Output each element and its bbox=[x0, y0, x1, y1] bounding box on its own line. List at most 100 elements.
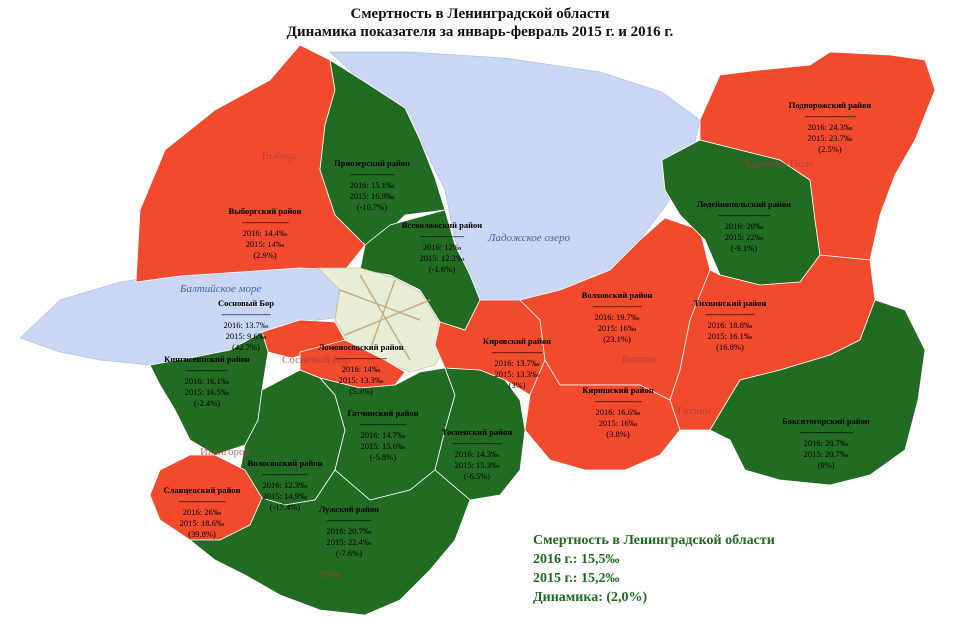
value-change: (-2.4%) bbox=[193, 398, 221, 408]
district-name: Кингисеппский район bbox=[164, 354, 250, 364]
summary-title: Смертность в Ленинградской области bbox=[533, 533, 775, 548]
divider: -------------------- bbox=[178, 496, 226, 506]
summary-2015: 2015 г.: 15,2‰ bbox=[533, 571, 620, 586]
label-slantsevsky: Сланцевский район -------------------- 2… bbox=[163, 485, 240, 540]
district-name: Волховский район bbox=[581, 290, 653, 300]
label-kirishsky: Киришский район -------------------- 201… bbox=[582, 385, 653, 440]
value-change: (16.8%) bbox=[716, 342, 744, 352]
value-2016: 2016: 12‰ bbox=[422, 242, 462, 252]
divider: ------------------- bbox=[349, 169, 395, 179]
value-2016: 2016: 24.3‰ bbox=[807, 122, 853, 132]
value-2016: 2016: 20‰ bbox=[724, 221, 764, 231]
district-name: Ломоносовский район bbox=[318, 342, 404, 352]
value-change: (-7.6%) bbox=[335, 548, 363, 558]
value-2015: 2015: 23.7‰ bbox=[807, 133, 853, 143]
city-sosnovy-bor: Сосновый Бор bbox=[282, 354, 350, 366]
region-podporozhsky bbox=[699, 51, 936, 261]
value-2016: 2016: 16.1‰ bbox=[184, 376, 230, 386]
label-gatchinsky: Гатчинский район -------------------- 20… bbox=[347, 408, 418, 463]
value-2015: 2015: 16.5‰ bbox=[184, 387, 230, 397]
value-change: (-17.4%) bbox=[269, 502, 301, 512]
value-2015: 2015: 15.3‰ bbox=[454, 460, 500, 470]
value-2016: 2016: 14.4‰ bbox=[242, 228, 288, 238]
value-2016: 2016: 20.7‰ bbox=[326, 526, 372, 536]
value-change: (5.3%) bbox=[349, 386, 373, 396]
map-subtitle: Динамика показателя за январь-февраль 20… bbox=[286, 24, 674, 40]
district-name: Подпорожский район bbox=[788, 100, 872, 110]
value-2016: 2016: 14‰ bbox=[341, 364, 381, 374]
value-change: (3%) bbox=[508, 380, 526, 390]
summary-box: Смертность в Ленинградской области 2016 … bbox=[533, 531, 775, 607]
label-lodeynopolsky: Лодейнопольский район ------------------… bbox=[697, 199, 791, 254]
label-lomonosovsky: Ломоносовский район --------------------… bbox=[318, 342, 403, 397]
region-priozersky bbox=[319, 59, 446, 246]
value-2016: 2016: 20.7‰ bbox=[803, 438, 849, 448]
district-name: Бокситогорский район bbox=[782, 416, 870, 426]
label-volosovsky: Волосовский район -------------------- 2… bbox=[248, 458, 323, 513]
city-lodeynoe-pole: Лодейное Поле bbox=[742, 158, 814, 170]
value-2016: 2016: 13.7‰ bbox=[494, 358, 540, 368]
label-vyborgsky: Выборгский район -------------------- 20… bbox=[229, 206, 302, 261]
value-2015: 2015: 13.3‰ bbox=[338, 375, 384, 385]
value-2016: 2016: 13.7‰ bbox=[223, 320, 269, 330]
divider: -------------------- bbox=[359, 419, 407, 429]
city-tikhvin: Тихвин bbox=[676, 405, 711, 417]
value-change: (39.8%) bbox=[188, 529, 216, 539]
value-2015: 2015: 9.6‰ bbox=[225, 331, 267, 341]
value-2015: 2015: 20.7‰ bbox=[803, 449, 849, 459]
district-name: Гатчинский район bbox=[347, 408, 419, 418]
label-ladoga-lake: Ладожское озеро bbox=[488, 232, 570, 244]
city-volkhov: Волхов bbox=[622, 353, 656, 365]
divider: ---------------------- bbox=[804, 111, 856, 121]
value-change: (23.1%) bbox=[603, 334, 631, 344]
label-tosnensky: Тосненский район --------------------- 2… bbox=[442, 427, 513, 482]
divider: --------------------- bbox=[221, 309, 271, 319]
value-2015: 2015: 16‰ bbox=[597, 323, 637, 333]
district-name: Тосненский район bbox=[441, 427, 513, 437]
label-kirovsky: Кировский район ---------------------- 2… bbox=[483, 336, 551, 391]
divider: --------------------- bbox=[705, 309, 755, 319]
divider: -------------------- bbox=[594, 396, 642, 406]
divider: ----------------------- bbox=[799, 427, 853, 437]
district-name: Лодейнопольский район bbox=[696, 199, 792, 209]
district-name: Сосновый Бор bbox=[218, 298, 274, 308]
label-priozersky: Приозерский район ------------------- 20… bbox=[334, 158, 410, 213]
divider: ------------------- bbox=[419, 231, 465, 241]
value-2015: 2015: 14.9‰ bbox=[262, 491, 308, 501]
value-2015: 2015: 12.2‰ bbox=[419, 253, 465, 263]
value-2016: 2016: 12.3‰ bbox=[262, 480, 308, 490]
value-2015: 2015: 22.4‰ bbox=[326, 537, 372, 547]
divider: -------------------- bbox=[241, 217, 289, 227]
value-change: (2.5%) bbox=[818, 144, 842, 154]
district-name: Лужский район bbox=[319, 504, 379, 514]
value-change: (-9.1%) bbox=[730, 243, 758, 253]
value-change: (2.9%) bbox=[253, 250, 277, 260]
divider: -------------------- bbox=[261, 469, 309, 479]
region-luzhsky bbox=[188, 469, 471, 616]
summary-change: Динамика: (2,0%) bbox=[533, 590, 648, 605]
divider: ---------------------- bbox=[718, 210, 770, 220]
value-2015: 2015: 16.9‰ bbox=[349, 191, 395, 201]
value-2016: 2016: 26‰ bbox=[182, 507, 222, 517]
value-2015: 2015: 14‰ bbox=[245, 239, 285, 249]
value-change: (-1.6%) bbox=[428, 264, 456, 274]
district-name: Приозерский район bbox=[333, 158, 411, 168]
district-name: Киришский район bbox=[582, 385, 654, 395]
district-name: Тихвинский район bbox=[693, 298, 767, 308]
divider: ---------------------- bbox=[491, 347, 543, 357]
value-change: (-10.7%) bbox=[356, 202, 388, 212]
label-sosnovy-bor: Сосновый Бор --------------------- 2016:… bbox=[218, 298, 274, 353]
value-change: (-5.8%) bbox=[369, 452, 397, 462]
district-name: Сланцевский район bbox=[163, 485, 241, 495]
city-vyborg: Выборг bbox=[262, 150, 298, 162]
label-vsevolozhsky: Всеволожский район ------------------- 2… bbox=[402, 220, 482, 275]
label-volkhovsky: Волховский район --------------------- 2… bbox=[582, 290, 653, 345]
map-title: Смертность в Ленинградской области bbox=[350, 6, 610, 22]
value-2016: 2016: 16.6‰ bbox=[595, 407, 641, 417]
label-tikhvinsky: Тихвинский район --------------------- 2… bbox=[694, 298, 767, 353]
divider: ---------------------- bbox=[335, 353, 387, 363]
city-ivangorod: Ивангород bbox=[200, 446, 250, 458]
value-2016: 2016: 19.7‰ bbox=[594, 312, 640, 322]
label-baltic-sea: Балтийское море bbox=[180, 283, 262, 295]
label-luzhsky: Лужский район ------------------- 2016: … bbox=[319, 504, 379, 559]
